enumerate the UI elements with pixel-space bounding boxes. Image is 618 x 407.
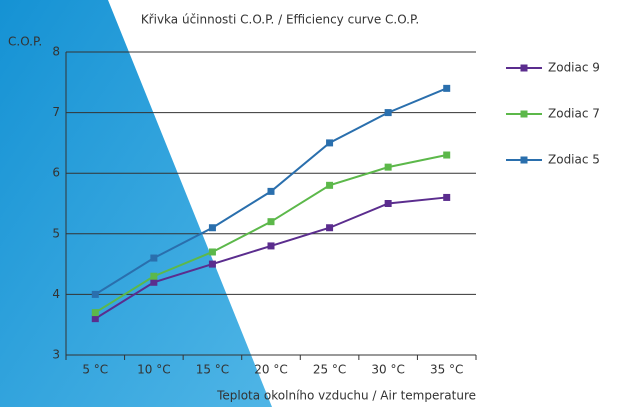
- point: [268, 218, 275, 225]
- x-tick-label: 25 °C: [313, 363, 346, 377]
- point: [209, 224, 216, 231]
- y-tick-label: 4: [52, 287, 60, 301]
- point: [443, 152, 450, 159]
- legend-marker: [521, 65, 528, 72]
- point: [150, 255, 157, 262]
- point: [326, 139, 333, 146]
- legend-marker: [521, 111, 528, 118]
- point: [443, 194, 450, 201]
- chart-title: Křivka účinnosti C.O.P. / Efficiency cur…: [141, 13, 419, 27]
- y-tick-label: 3: [52, 348, 60, 362]
- legend-marker: [521, 157, 528, 164]
- point: [92, 291, 99, 298]
- point: [326, 182, 333, 189]
- point: [385, 200, 392, 207]
- x-tick-label: 35 °C: [430, 363, 463, 377]
- y-tick-label: 5: [52, 226, 60, 240]
- point: [150, 273, 157, 280]
- point: [150, 279, 157, 286]
- chart: Křivka účinnosti C.O.P. / Efficiency cur…: [0, 0, 618, 407]
- legend-label: Zodiac 7: [548, 107, 600, 121]
- x-tick-label: 10 °C: [137, 363, 170, 377]
- point: [385, 164, 392, 171]
- point: [92, 315, 99, 322]
- x-axis-label: Teplota okolního vzduchu / Air temperatu…: [216, 389, 476, 403]
- legend-label: Zodiac 5: [548, 153, 600, 167]
- point: [92, 309, 99, 316]
- legend-label: Zodiac 9: [548, 61, 600, 75]
- y-tick-label: 7: [52, 105, 60, 119]
- background-shape: [0, 0, 272, 407]
- point: [443, 85, 450, 92]
- x-tick-label: 15 °C: [196, 363, 229, 377]
- point: [209, 261, 216, 268]
- point: [209, 248, 216, 255]
- point: [326, 224, 333, 231]
- point: [385, 109, 392, 116]
- x-tick-label: 5 °C: [82, 363, 108, 377]
- point: [268, 242, 275, 249]
- x-tick-label: 30 °C: [371, 363, 404, 377]
- y-axis-label: C.O.P.: [8, 35, 42, 49]
- point: [268, 188, 275, 195]
- y-tick-label: 6: [52, 166, 60, 180]
- y-tick-label: 8: [52, 45, 60, 59]
- x-tick-label: 20 °C: [254, 363, 287, 377]
